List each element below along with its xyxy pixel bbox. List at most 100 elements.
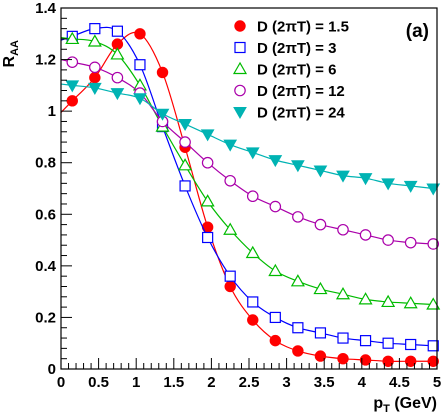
legend-item: D (2πT) = 12 xyxy=(234,83,345,100)
data-point xyxy=(381,178,395,191)
data-point xyxy=(404,355,417,367)
data-point xyxy=(404,236,417,249)
legend-marker xyxy=(233,107,247,120)
data-point xyxy=(201,156,214,169)
series-3 xyxy=(60,31,441,310)
x-axis-title: pT (GeV) xyxy=(373,395,437,415)
x-tick-label: 4.5 xyxy=(389,374,410,391)
panel-label: (a) xyxy=(406,21,429,42)
legend-item: D (2πT) = 1.5 xyxy=(234,19,349,36)
data-point xyxy=(427,238,440,250)
data-point xyxy=(223,139,238,152)
data-point xyxy=(224,280,236,293)
data-point xyxy=(247,314,259,326)
data-point xyxy=(427,340,439,352)
y-tick-label: 1 xyxy=(48,103,56,120)
y-tick-label: 0 xyxy=(48,361,56,378)
data-point xyxy=(337,223,349,236)
x-tick-label: 3 xyxy=(282,374,290,391)
data-point xyxy=(65,31,80,45)
y-axis-title: RAA xyxy=(1,40,21,68)
legend-marker xyxy=(234,84,246,97)
data-point xyxy=(314,350,327,362)
data-point xyxy=(359,229,372,241)
data-point xyxy=(134,28,146,40)
legend-label: D (2πT) = 3 xyxy=(257,40,336,57)
legend-marker xyxy=(232,61,248,75)
legend-label: D (2πT) = 12 xyxy=(257,83,345,100)
x-tick-label: 1 xyxy=(132,374,140,391)
data-point xyxy=(268,263,283,277)
legend-label: D (2πT) = 1.5 xyxy=(257,19,349,36)
data-point xyxy=(292,322,304,334)
data-point xyxy=(290,274,305,287)
data-point xyxy=(359,335,372,347)
data-point xyxy=(359,354,372,366)
x-tick-label: 0.5 xyxy=(88,374,109,391)
series-1 xyxy=(60,28,439,367)
legend-marker xyxy=(234,20,246,32)
data-point xyxy=(200,194,215,207)
data-point xyxy=(66,95,78,107)
data-point xyxy=(426,183,441,196)
data-point xyxy=(89,61,101,74)
data-point xyxy=(269,334,282,347)
y-tick-label: 0.2 xyxy=(35,309,56,326)
x-tick-label: 0 xyxy=(57,374,65,391)
data-point xyxy=(358,173,373,186)
x-tick-label: 5 xyxy=(433,374,441,391)
legend: D (2πT) = 1.5 D (2πT) = 3 D (2πT) = 6 D (2π… xyxy=(232,19,349,122)
legend-marker xyxy=(234,41,246,54)
series-5 xyxy=(60,80,441,196)
data-point xyxy=(382,234,394,246)
data-point xyxy=(246,190,259,203)
data-point xyxy=(89,23,101,35)
data-point xyxy=(335,287,351,300)
data-point xyxy=(426,297,441,310)
legend-item: D (2πT) = 6 xyxy=(232,61,336,79)
data-point xyxy=(405,338,417,351)
data-point xyxy=(111,25,124,37)
data-point xyxy=(178,119,192,132)
data-point xyxy=(111,71,124,84)
data-point xyxy=(179,180,191,192)
y-tick-label: 0.6 xyxy=(35,206,56,223)
data-point xyxy=(337,332,349,344)
y-tick-label: 1.2 xyxy=(35,52,56,69)
data-point xyxy=(314,218,327,231)
data-point xyxy=(110,47,125,60)
data-point xyxy=(292,211,304,223)
data-point xyxy=(224,270,236,282)
data-point xyxy=(403,296,418,309)
y-tick-label: 0.8 xyxy=(35,155,56,172)
data-point xyxy=(223,222,238,235)
plot-area xyxy=(60,23,441,367)
y-tick-labels: 0 0.2 0.4 0.6 0.8 1 1.2 1.4 xyxy=(35,0,57,378)
data-point xyxy=(313,165,328,178)
legend-label: D (2πT) = 6 xyxy=(257,62,336,79)
data-point xyxy=(427,355,439,367)
x-tick-label: 2 xyxy=(207,374,215,391)
data-point xyxy=(313,281,328,295)
data-point xyxy=(247,296,259,308)
series-4 xyxy=(60,56,440,250)
y-tick-label: 0.4 xyxy=(35,258,57,275)
data-point xyxy=(156,66,169,79)
data-point xyxy=(269,311,281,324)
data-point xyxy=(291,160,305,173)
data-point xyxy=(66,56,79,68)
data-point xyxy=(155,108,170,121)
data-point xyxy=(336,170,350,183)
data-point xyxy=(202,231,214,244)
x-tick-label: 2.5 xyxy=(239,374,260,391)
data-point xyxy=(134,59,146,71)
data-point xyxy=(245,245,260,259)
data-point xyxy=(87,82,102,95)
legend-item: D (2πT) = 3 xyxy=(234,40,336,57)
data-point xyxy=(178,158,193,171)
data-point xyxy=(358,292,373,305)
data-point xyxy=(245,147,260,160)
axis-ticks xyxy=(60,7,438,370)
data-point xyxy=(89,71,101,84)
